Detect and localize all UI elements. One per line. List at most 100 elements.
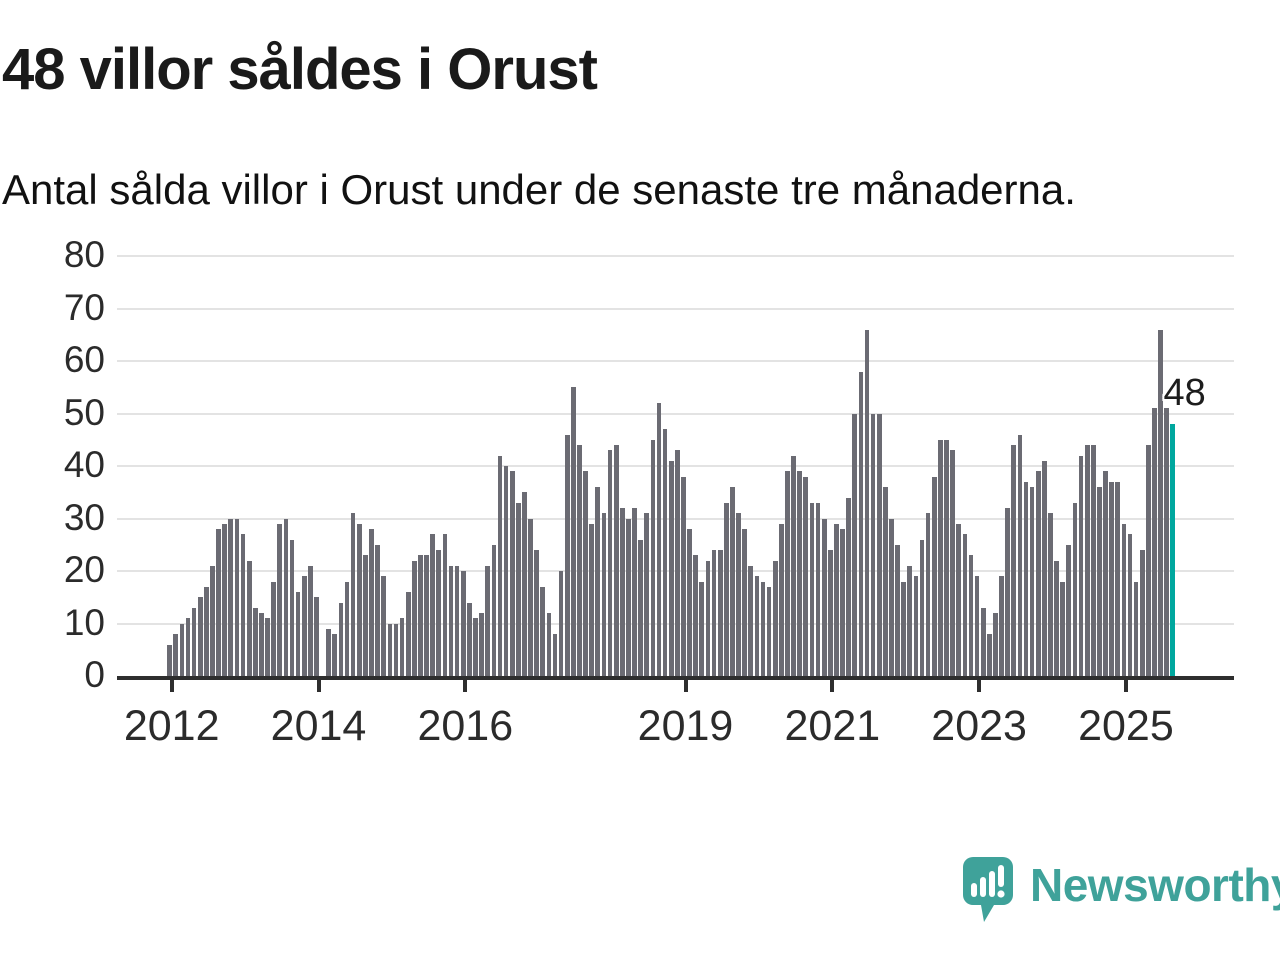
bar (858, 371, 864, 676)
bar (338, 602, 344, 676)
bar (626, 518, 631, 676)
x-axis-tick (977, 680, 982, 692)
bar (1066, 544, 1072, 676)
gridline (117, 412, 1234, 415)
bar (1011, 445, 1017, 676)
bar (387, 623, 393, 676)
bar (577, 445, 582, 676)
bar (925, 513, 931, 676)
bar (895, 544, 900, 676)
bar (913, 576, 919, 676)
bar (864, 329, 870, 676)
bar (454, 565, 460, 676)
gridline (117, 255, 1234, 257)
bar (271, 581, 276, 676)
bar (1152, 408, 1157, 676)
bar (552, 634, 558, 676)
bar (491, 544, 497, 676)
bar (803, 476, 809, 676)
bar (528, 518, 533, 676)
bar (1054, 560, 1059, 676)
bar (191, 607, 197, 676)
bar (1029, 487, 1035, 676)
bar (711, 550, 717, 676)
bar (675, 450, 680, 676)
bar (1017, 434, 1023, 676)
bar (613, 445, 619, 676)
bar (515, 502, 521, 676)
bar (234, 518, 240, 676)
logo-text: Newsworthy (1030, 859, 1280, 911)
bar (289, 539, 295, 676)
bar (479, 613, 484, 676)
bar (277, 523, 283, 676)
bar (204, 586, 209, 676)
gridline (117, 307, 1234, 310)
bar (314, 597, 319, 676)
bar (632, 508, 637, 676)
bar (668, 460, 674, 676)
x-axis-tick (1123, 680, 1128, 692)
bar (601, 513, 607, 676)
bar (1023, 481, 1029, 676)
bar (467, 602, 472, 676)
bar-chart-speech-bubble-icon (963, 857, 1013, 922)
bar (485, 565, 491, 676)
x-axis-label: 2016 (417, 702, 514, 750)
bar (809, 502, 815, 676)
page-subtitle: Antal sålda villor i Orust under de sena… (2, 166, 1076, 213)
bar (815, 502, 821, 676)
y-axis-label: 50 (63, 391, 105, 433)
x-axis-label: 2014 (270, 702, 367, 750)
bar (797, 471, 803, 676)
bar (619, 508, 625, 676)
x-axis-label: 2023 (931, 702, 1027, 750)
bar (332, 634, 338, 676)
bar (754, 576, 760, 676)
bar (956, 523, 962, 676)
bar (564, 434, 570, 676)
bar (179, 623, 185, 676)
x-axis-label: 2012 (123, 702, 220, 750)
bar (595, 487, 601, 676)
bar (197, 597, 203, 676)
bar (766, 586, 772, 676)
bar (919, 539, 925, 676)
bar (1146, 445, 1151, 676)
bar (222, 523, 228, 676)
x-axis-label: 2021 (784, 702, 881, 750)
bar (901, 581, 907, 676)
bar (344, 581, 350, 676)
bar (509, 471, 515, 676)
bar (436, 550, 442, 676)
bar (772, 560, 778, 676)
bar (968, 555, 974, 676)
bar (307, 565, 313, 676)
bar (1060, 581, 1066, 676)
x-axis-tick (169, 680, 174, 692)
bar (723, 502, 729, 676)
bar (1139, 550, 1145, 676)
bar (185, 618, 191, 676)
bar (1090, 445, 1096, 676)
bar (840, 529, 845, 676)
y-axis-label: 10 (63, 601, 105, 643)
bar (497, 455, 503, 676)
bar (986, 634, 992, 676)
bar (876, 413, 882, 676)
bar (503, 466, 509, 676)
bar (418, 555, 423, 676)
bar (852, 413, 858, 676)
x-axis-tick (830, 680, 835, 692)
bar (779, 523, 784, 676)
y-axis-label: 40 (63, 444, 105, 485)
bar (827, 550, 833, 676)
bar (1035, 471, 1041, 676)
bar (1005, 508, 1011, 676)
bar (870, 413, 876, 676)
y-axis-label: 80 (63, 234, 105, 275)
bar (791, 455, 796, 676)
bar (1121, 523, 1127, 676)
bar (259, 613, 264, 676)
bar (785, 471, 790, 676)
